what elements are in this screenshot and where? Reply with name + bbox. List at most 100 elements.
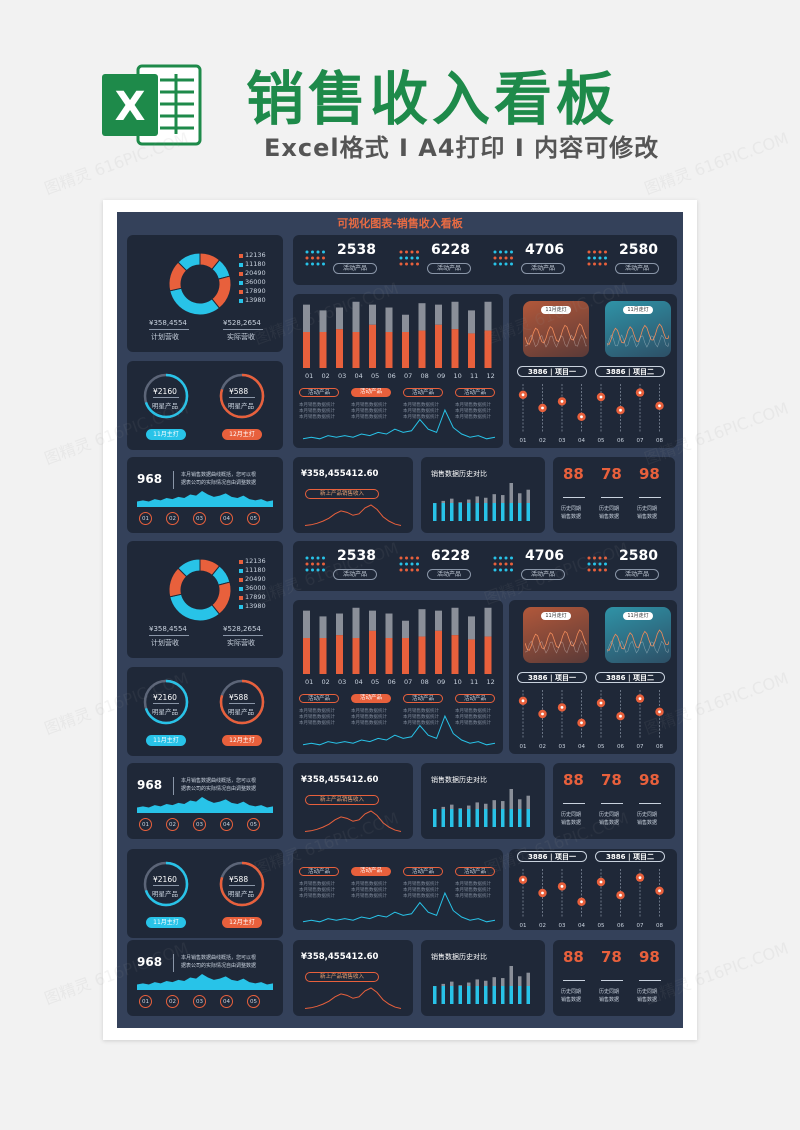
tag-desc: 本月销售数据统计 <box>351 888 387 893</box>
score-label: 历史同期 <box>561 506 582 512</box>
bar-total <box>402 314 409 332</box>
legend-swatch <box>239 605 243 609</box>
plan-value: ¥358,4554 <box>149 319 187 327</box>
legend-value: 17890 <box>245 287 266 295</box>
history-bar-base <box>509 809 513 827</box>
legend-value: 11180 <box>245 566 266 574</box>
bar-category: 04 <box>354 372 363 380</box>
slider-label: 06 <box>617 923 624 929</box>
activity-tag: 活动产品 <box>299 694 339 703</box>
kpi-label: 活动产品 <box>427 263 471 274</box>
monthly-bar-chart <box>303 301 492 368</box>
bar-category: 12 <box>486 372 495 380</box>
donut-slice <box>169 593 221 622</box>
score-label: 销售数据 <box>561 997 582 1003</box>
tag-desc: 本月销售数据统计 <box>403 409 439 414</box>
score-label: 销售数据 <box>599 820 620 826</box>
bar-part <box>352 332 360 368</box>
tag-desc: 本月销售数据统计 <box>351 715 387 720</box>
slider-label: 08 <box>656 744 663 750</box>
amount-value: ¥358,455412.60 <box>301 952 379 962</box>
tag-desc: 本月销售数据统计 <box>403 894 439 899</box>
legend-value: 36000 <box>245 278 266 286</box>
divider <box>639 803 661 804</box>
score-value: 78 <box>601 465 622 483</box>
bar-total <box>352 607 360 638</box>
trend-value: 968 <box>137 955 163 969</box>
tag-desc: 本月销售数据统计 <box>351 409 387 414</box>
star-product-card: ¥2160 明星产品 11月主打 ¥588 明星产品 12月主打 <box>127 667 283 756</box>
bar-category: 11 <box>470 372 479 380</box>
legend-value: 36000 <box>245 584 266 592</box>
tag-desc: 本月销售数据统计 <box>351 894 387 899</box>
bar-part <box>303 332 310 368</box>
bar-category: 01 <box>305 372 314 380</box>
kpi-value: 2580 <box>619 242 658 258</box>
bar-part <box>468 333 475 368</box>
trend-dot: 05 <box>247 995 260 1008</box>
trend-dot: 03 <box>193 995 206 1008</box>
kpi-value: 2580 <box>619 548 658 564</box>
bar-total <box>451 607 459 636</box>
progress-arc <box>143 861 189 907</box>
divider <box>601 497 623 498</box>
dot-grid-icon <box>305 556 325 572</box>
bar-total <box>468 310 475 334</box>
history-bar-base <box>467 809 471 827</box>
tag-desc: 本月销售数据统计 <box>403 882 439 887</box>
donut-slice <box>169 287 221 316</box>
slider-label: 03 <box>559 744 566 750</box>
progress-ring <box>219 373 265 419</box>
bar-total <box>336 613 343 636</box>
activity-tag: 活动产品 <box>403 867 443 876</box>
area-fill <box>137 974 273 990</box>
slider-label: 04 <box>578 923 585 929</box>
bell-line <box>304 810 402 833</box>
kpi-value: 6228 <box>431 242 470 258</box>
progress-arc <box>143 373 189 419</box>
legend-swatch <box>239 560 243 564</box>
bar-part <box>484 636 492 674</box>
bar-category: 10 <box>453 678 462 686</box>
tag-desc: 本月销售数据统计 <box>351 415 387 420</box>
wave-line <box>525 629 587 651</box>
score-card: 88 历史同期 销售数据 78 历史同期 销售数据 98 历史同期 销售数据 <box>553 940 675 1016</box>
divider <box>173 954 174 972</box>
score-label: 历史同期 <box>637 989 658 995</box>
slider-label: 01 <box>520 744 527 750</box>
trend-dot: 02 <box>166 818 179 831</box>
score-value: 78 <box>601 948 622 966</box>
actual-value: ¥528,2654 <box>223 625 261 633</box>
score-value: 98 <box>639 948 660 966</box>
kpi-value: 4706 <box>525 548 564 564</box>
slider-label: 04 <box>578 438 585 444</box>
wave-line <box>607 629 669 651</box>
star-label: 明星产品 <box>152 402 178 410</box>
bar-part <box>336 329 343 368</box>
divider <box>229 703 255 704</box>
actual-label: 实际营收 <box>227 333 255 341</box>
tag-desc: 本月销售数据统计 <box>299 403 335 408</box>
history-bar-base <box>518 503 522 521</box>
history-bar-base <box>492 503 496 521</box>
kpi-label: 活动产品 <box>615 263 659 274</box>
score-value: 78 <box>601 771 622 789</box>
trend-dot: 04 <box>220 995 233 1008</box>
history-title: 销售数据历史对比 <box>431 953 487 961</box>
slider-label: 01 <box>520 923 527 929</box>
tag-desc: 本月销售数据统计 <box>403 709 439 714</box>
trend-line <box>302 714 496 746</box>
legend-swatch <box>239 263 243 267</box>
slider-label: 03 <box>559 923 566 929</box>
dot-grid-icon <box>587 556 607 572</box>
donut-slice <box>177 252 201 272</box>
bar-part <box>385 332 393 368</box>
star-value: ¥588 <box>229 693 249 702</box>
trend-card: 968 本月销售数据曲线概括，您可以根 据表公司的实际情况自由调整数据 01 02 03 0… <box>127 940 283 1016</box>
star-badge: 12月主打 <box>222 917 262 928</box>
star-badge: 11月主打 <box>146 429 186 440</box>
slider-label: 08 <box>656 923 663 929</box>
history-bar-base <box>475 986 479 1004</box>
page-title: 销售收入看板 <box>246 65 619 133</box>
mini-wave-label: 11月走灯 <box>541 306 571 314</box>
